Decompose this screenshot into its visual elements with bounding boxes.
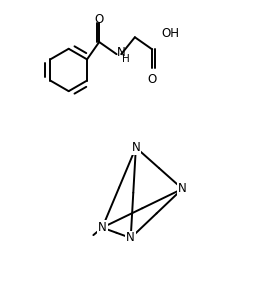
Text: H: H — [122, 54, 130, 64]
Text: N: N — [117, 46, 126, 59]
Text: O: O — [148, 73, 157, 86]
Text: O: O — [95, 12, 104, 25]
Text: N: N — [131, 141, 140, 154]
Text: OH: OH — [161, 27, 179, 40]
Text: N: N — [178, 182, 187, 195]
Text: N: N — [98, 221, 107, 234]
Text: N: N — [126, 232, 135, 245]
